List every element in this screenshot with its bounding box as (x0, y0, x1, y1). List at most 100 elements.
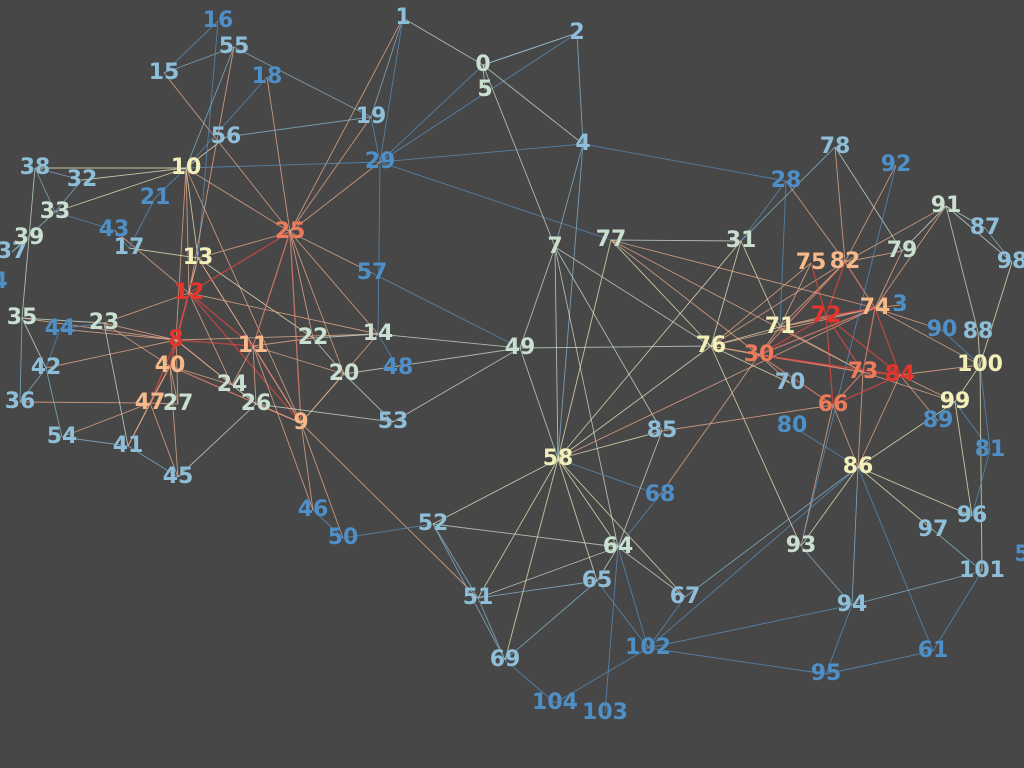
node-11[interactable]: 11 (237, 333, 269, 359)
node-32[interactable]: 32 (66, 167, 98, 193)
node-26[interactable]: 26 (240, 391, 272, 417)
node-61[interactable]: 61 (917, 638, 949, 664)
node-35[interactable]: 35 (6, 305, 38, 331)
node-5_edge[interactable]: 5 (1014, 542, 1024, 568)
node-38[interactable]: 38 (19, 155, 51, 181)
node-55[interactable]: 55 (218, 34, 250, 60)
node-87[interactable]: 87 (969, 215, 1001, 241)
node-69[interactable]: 69 (489, 647, 521, 673)
node-102[interactable]: 102 (625, 635, 672, 661)
node-21[interactable]: 21 (139, 185, 171, 211)
node-52[interactable]: 52 (417, 511, 449, 537)
node-71[interactable]: 71 (764, 314, 796, 340)
node-7[interactable]: 7 (547, 234, 563, 260)
node-91[interactable]: 91 (930, 193, 962, 219)
node-76[interactable]: 76 (695, 333, 727, 359)
node-97[interactable]: 97 (917, 517, 949, 543)
node-81[interactable]: 81 (974, 437, 1006, 463)
node-14[interactable]: 14 (362, 321, 394, 347)
node-5[interactable]: 5 (477, 77, 493, 103)
node-90[interactable]: 90 (926, 317, 958, 343)
node-75[interactable]: 75 (795, 250, 827, 276)
node-67[interactable]: 67 (669, 584, 701, 610)
node-95[interactable]: 95 (810, 661, 842, 687)
node-58[interactable]: 58 (542, 446, 574, 472)
node-25[interactable]: 25 (274, 219, 306, 245)
node-54[interactable]: 54 (46, 424, 78, 450)
node-57[interactable]: 57 (356, 260, 388, 286)
node-42[interactable]: 42 (30, 355, 62, 381)
node-72[interactable]: 72 (810, 303, 842, 329)
node-88[interactable]: 88 (962, 319, 994, 345)
node-16[interactable]: 16 (202, 8, 234, 34)
node-82[interactable]: 82 (829, 249, 861, 275)
node-79[interactable]: 79 (886, 238, 918, 264)
node-4[interactable]: 4 (575, 131, 591, 157)
node-85[interactable]: 85 (646, 418, 678, 444)
node-104[interactable]: 104 (532, 690, 579, 716)
node-43[interactable]: 43 (98, 217, 130, 243)
node-66[interactable]: 66 (817, 392, 849, 418)
node-24[interactable]: 24 (216, 372, 248, 398)
node-96[interactable]: 96 (956, 503, 988, 529)
node-23[interactable]: 23 (88, 310, 120, 336)
node-56[interactable]: 56 (210, 124, 242, 150)
node-46[interactable]: 46 (297, 497, 329, 523)
node-98[interactable]: 98 (996, 249, 1024, 275)
node-27[interactable]: 27 (162, 391, 194, 417)
node-30[interactable]: 30 (743, 342, 775, 368)
node-34[interactable]: 4 (0, 269, 8, 295)
node-48[interactable]: 48 (382, 355, 414, 381)
node-101[interactable]: 101 (959, 558, 1006, 584)
node-80[interactable]: 80 (776, 413, 808, 439)
node-8[interactable]: 8 (168, 327, 184, 353)
node-53[interactable]: 53 (377, 409, 409, 435)
node-9[interactable]: 9 (293, 410, 309, 436)
node-44[interactable]: 44 (44, 316, 76, 342)
node-84[interactable]: 84 (884, 362, 916, 388)
node-93[interactable]: 93 (785, 533, 817, 559)
node-64[interactable]: 64 (602, 534, 634, 560)
node-29[interactable]: 29 (364, 149, 396, 175)
node-15[interactable]: 15 (148, 60, 180, 86)
node-74[interactable]: 74 (859, 295, 891, 321)
node-17[interactable]: 17 (113, 235, 145, 261)
node-73[interactable]: 73 (847, 359, 879, 385)
node-28[interactable]: 28 (770, 168, 802, 194)
node-1[interactable]: 1 (395, 5, 411, 31)
node-68[interactable]: 68 (644, 482, 676, 508)
node-89[interactable]: 89 (922, 408, 954, 434)
node-10[interactable]: 10 (170, 155, 202, 181)
node-47[interactable]: 47 (134, 390, 166, 416)
node-36[interactable]: 36 (4, 389, 36, 415)
node-50[interactable]: 50 (327, 525, 359, 551)
node-0[interactable]: 0 (475, 52, 491, 78)
node-39[interactable]: 39 (13, 225, 45, 251)
node-33[interactable]: 33 (39, 199, 71, 225)
node-12[interactable]: 12 (173, 280, 205, 306)
node-40[interactable]: 40 (154, 353, 186, 379)
node-13[interactable]: 13 (182, 245, 214, 271)
node-18[interactable]: 18 (251, 64, 283, 90)
node-37[interactable]: 37 (0, 239, 28, 265)
node-86[interactable]: 86 (842, 454, 874, 480)
node-100[interactable]: 100 (957, 352, 1004, 378)
node-77[interactable]: 77 (595, 227, 627, 253)
node-45[interactable]: 45 (162, 464, 194, 490)
node-92[interactable]: 92 (880, 152, 912, 178)
node-103[interactable]: 103 (582, 700, 629, 726)
node-22[interactable]: 22 (297, 325, 329, 351)
node-70[interactable]: 70 (774, 370, 806, 396)
node-78[interactable]: 78 (819, 134, 851, 160)
node-99[interactable]: 99 (939, 389, 971, 415)
node-20[interactable]: 20 (328, 361, 360, 387)
node-65[interactable]: 65 (581, 568, 613, 594)
node-94[interactable]: 94 (836, 592, 868, 618)
node-3[interactable]: 3 (892, 292, 908, 318)
node-51[interactable]: 51 (462, 585, 494, 611)
node-19[interactable]: 19 (355, 104, 387, 130)
node-49[interactable]: 49 (504, 335, 536, 361)
node-31[interactable]: 31 (725, 228, 757, 254)
node-41[interactable]: 41 (112, 433, 144, 459)
node-2[interactable]: 2 (569, 20, 585, 46)
